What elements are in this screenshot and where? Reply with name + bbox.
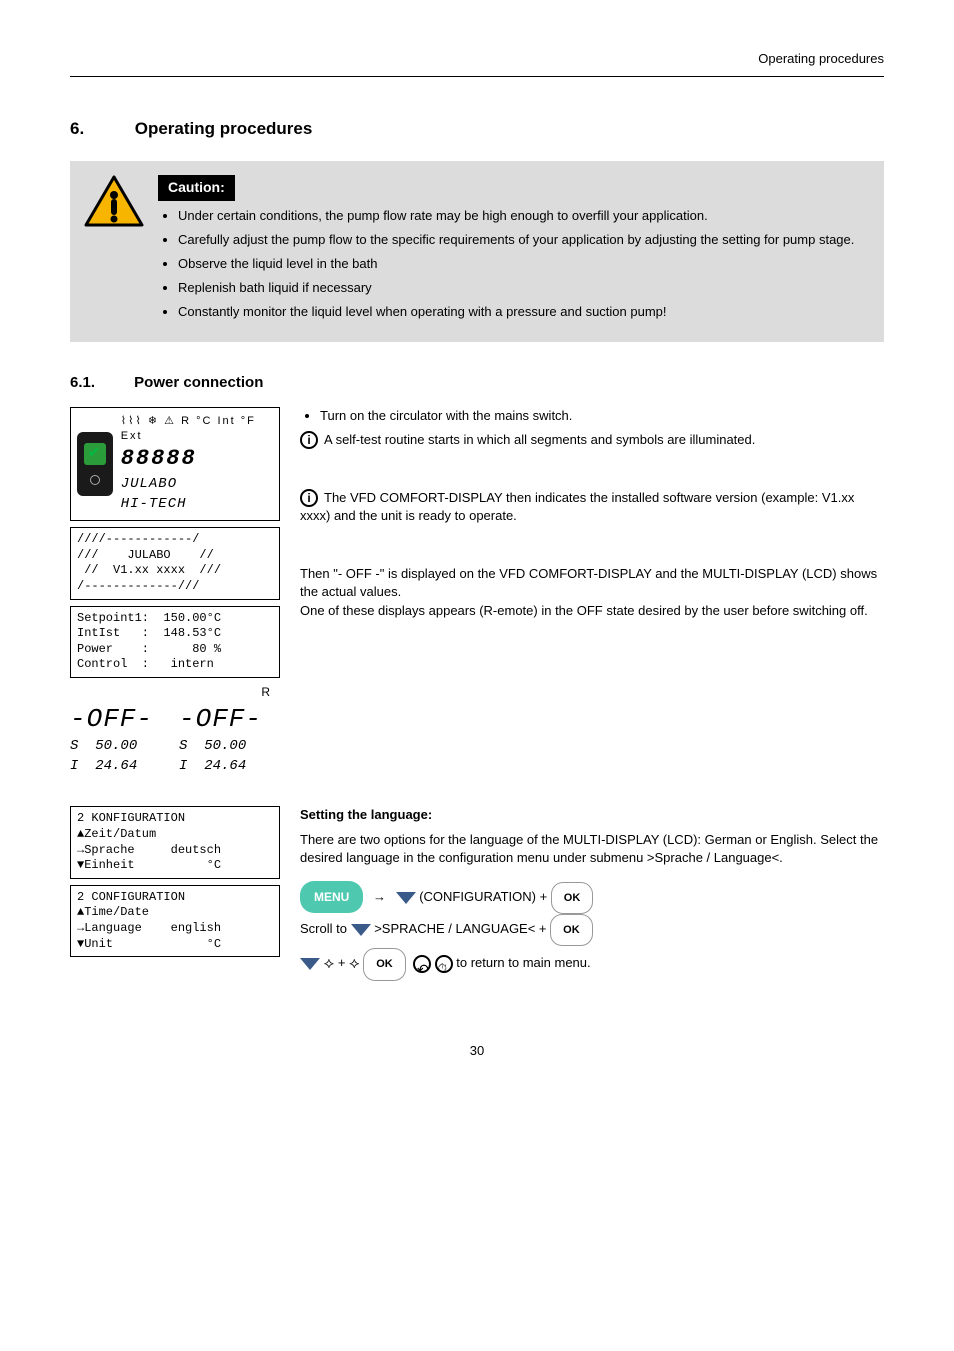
lcd-panel-version: ////------------/ /// JULABO // // V1.xx… xyxy=(70,527,280,599)
lcd-panel-config-en: 2 CONFIGURATION ▲Time/Date →Language eng… xyxy=(70,885,280,957)
caution-label: Caution: xyxy=(158,175,235,201)
info-icon: i xyxy=(300,489,318,507)
arrow-icon: → xyxy=(373,883,386,912)
step2-lead: Scroll to xyxy=(300,921,351,936)
caution-item: Replenish bath liquid if necessary xyxy=(178,279,870,297)
vfd-info-text: The VFD COMFORT-DISPLAY then indicates t… xyxy=(300,490,854,523)
lcd-panel-values: Setpoint1: 150.00°C IntIst : 148.53°C Po… xyxy=(70,606,280,678)
language-heading: Setting the language: xyxy=(300,807,432,822)
caution-item: Observe the liquid level in the bath xyxy=(178,255,870,273)
off-readout-left: -OFF- xyxy=(70,701,171,737)
caution-box: Caution: Under certain conditions, the p… xyxy=(70,161,884,342)
back-icon[interactable] xyxy=(413,955,431,973)
section-title: Operating procedures xyxy=(135,119,313,138)
flicker-icon: ⟡ xyxy=(324,946,335,981)
step2-text: >SPRACHE / LANGUAGE< + xyxy=(374,921,550,936)
power-on-bullet: Turn on the circulator with the mains sw… xyxy=(320,407,884,425)
switch-off-icon xyxy=(90,475,100,485)
display-main-readout: 88888 xyxy=(121,444,273,475)
off-s-value: 50.00 xyxy=(95,738,137,754)
warning-icon xyxy=(84,175,144,328)
off-readout-right: -OFF- xyxy=(179,701,280,737)
page-number: 30 xyxy=(70,1042,884,1060)
off-s-label: S xyxy=(179,738,187,754)
power-switch[interactable] xyxy=(77,432,113,496)
off-i-value: 24.64 xyxy=(204,758,246,774)
down-arrow-icon[interactable] xyxy=(351,924,371,936)
off-i-label: I xyxy=(70,758,78,774)
ok-button[interactable]: OK xyxy=(550,914,593,946)
info-icon: i xyxy=(300,431,318,449)
off-i-label: I xyxy=(179,758,187,774)
subsection-title: Power connection xyxy=(134,374,263,391)
ok-button[interactable]: OK xyxy=(551,882,594,914)
off-i-value: 24.64 xyxy=(95,758,137,774)
section-number: 6. xyxy=(70,117,130,141)
flicker-icon: ⟡ xyxy=(349,946,360,981)
display-line3: HI-TECH xyxy=(121,495,273,515)
off-s-label: S xyxy=(70,738,78,754)
lcd-panel-config-de: 2 KONFIGURATION ▲Zeit/Datum →Sprache deu… xyxy=(70,806,280,878)
menu-button[interactable]: MENU xyxy=(300,881,363,913)
display-status-icons: ⌇⌇⌇ ❄ ⚠ R °C Int °F Ext xyxy=(121,414,273,445)
off-state-text: Then "- OFF -" is displayed on the VFD C… xyxy=(300,565,884,620)
step1-text: (CONFIGURATION) + xyxy=(419,889,551,904)
step3-end: to return to main menu. xyxy=(456,955,590,970)
vfd-display-box: ⌇⌇⌇ ❄ ⚠ R °C Int °F Ext 88888 JULABO HI-… xyxy=(70,407,280,522)
header-right: Operating procedures xyxy=(70,50,884,77)
step3-text: + xyxy=(338,955,349,970)
self-test-text: A self-test routine starts in which all … xyxy=(324,432,755,447)
subsection-heading: 6.1. Power connection xyxy=(70,372,884,393)
clock-icon xyxy=(435,955,453,973)
ok-button[interactable]: OK xyxy=(363,948,406,980)
off-s-value: 50.00 xyxy=(204,738,246,754)
caution-item: Under certain conditions, the pump flow … xyxy=(178,207,870,225)
caution-item: Carefully adjust the pump flow to the sp… xyxy=(178,231,870,249)
remote-indicator: R xyxy=(70,684,280,701)
down-arrow-icon[interactable] xyxy=(396,892,416,904)
switch-on-icon xyxy=(84,443,106,465)
subsection-number: 6.1. xyxy=(70,372,130,393)
down-arrow-icon[interactable] xyxy=(300,958,320,970)
caution-body: Caution: Under certain conditions, the p… xyxy=(158,175,870,328)
language-desc: There are two options for the language o… xyxy=(300,831,884,867)
off-display: -OFF- S 50.00 I 24.64 -OFF- S 50.00 I 24… xyxy=(70,701,280,777)
caution-item: Constantly monitor the liquid level when… xyxy=(178,303,870,321)
section-heading: 6. Operating procedures xyxy=(70,117,884,141)
display-line2: JULABO xyxy=(121,475,273,495)
